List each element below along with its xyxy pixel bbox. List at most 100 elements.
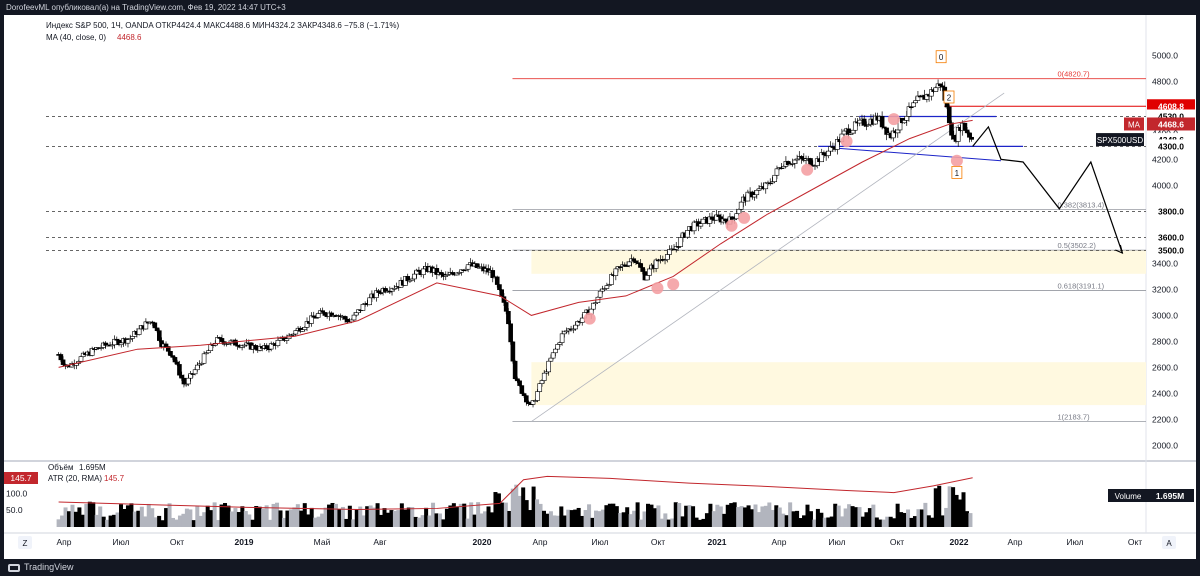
ma-price-tag (1147, 117, 1195, 131)
y-tick-label: 2600.0 (1152, 362, 1178, 372)
y-tick-label: 5000.0 (1152, 50, 1178, 60)
volume-bar (503, 502, 508, 527)
pivot-marker (651, 282, 664, 295)
volume-bar (788, 502, 793, 527)
volume-bar (261, 508, 266, 527)
volume-bar (70, 504, 75, 527)
candle-down (60, 359, 66, 365)
candle-down (264, 345, 270, 350)
ma-line (58, 119, 973, 368)
volume-bar (642, 511, 647, 527)
price-tag (1147, 243, 1195, 257)
ma-badge (1124, 117, 1144, 131)
volume-bar (944, 507, 949, 527)
volume-bar (802, 515, 807, 527)
volume-bar (812, 519, 817, 527)
footer-bar: TradingView (0, 559, 1200, 576)
volume-bar (708, 503, 713, 527)
volume-bar (489, 512, 494, 527)
candle-down (879, 116, 885, 128)
volume-bar (63, 507, 68, 527)
volume-bar (888, 516, 893, 527)
volume-bar (73, 511, 78, 527)
fib-level-label: 0.5(3502.2) (1057, 241, 1096, 250)
volume-bar (854, 507, 859, 527)
y-tick-label: 3000.0 (1152, 310, 1178, 320)
ma-legend-label: MA (40, close, 0) (46, 33, 106, 42)
a-button-label: A (1166, 539, 1172, 548)
ma-legend-value: 4468.6 (117, 33, 142, 42)
z-button[interactable] (18, 536, 32, 549)
candle-down (512, 360, 518, 380)
volume-bar (881, 519, 886, 527)
candle-down (233, 339, 238, 346)
volume-bar (84, 503, 89, 527)
volume-bar (437, 513, 442, 527)
volume-bar (198, 515, 203, 527)
candle-up (734, 213, 739, 220)
volume-bar (465, 518, 470, 527)
volume-bar (684, 505, 689, 527)
volume-bar (933, 488, 938, 527)
candle-up (774, 168, 780, 176)
volume-bar (760, 506, 765, 527)
volume-bar (216, 520, 221, 527)
candle-down (322, 312, 328, 316)
candle-up (906, 106, 912, 117)
volume-bar (275, 502, 280, 527)
x-tick-label: Июл (828, 537, 845, 547)
volume-bar (285, 510, 290, 527)
volume-bar (320, 513, 325, 527)
volume-bar (278, 510, 283, 527)
x-tick-label: 2020 (473, 537, 492, 547)
volume-bar (160, 520, 165, 527)
volume-bar (327, 504, 332, 527)
volume-bar (566, 509, 571, 527)
volume-bar (240, 506, 245, 527)
a-button[interactable] (1162, 536, 1176, 549)
volume-bar (909, 517, 914, 527)
price-tag-text: 4530.0 (1158, 112, 1184, 122)
pivot-marker (583, 312, 596, 325)
candle-up (604, 285, 610, 289)
volume-bar (257, 506, 262, 527)
volume-bar (874, 517, 879, 527)
volume-bar (191, 520, 196, 527)
x-tick-label: Окт (890, 537, 904, 547)
candle-down (174, 361, 180, 365)
candle-up (192, 369, 198, 375)
volume-bar (729, 503, 734, 527)
volume-bar (268, 519, 273, 527)
candle-up (591, 302, 596, 310)
candle-down (179, 374, 184, 379)
candle-down (506, 311, 511, 325)
candle-down (163, 343, 169, 347)
volume-bar (704, 513, 709, 527)
volume-bar (514, 484, 519, 527)
x-tick-label: Окт (170, 537, 184, 547)
volume-bar (677, 503, 682, 527)
volume-bar (361, 515, 366, 527)
candle-down (515, 378, 520, 382)
candle-up (541, 372, 547, 381)
volume-bar (739, 506, 744, 527)
x-tick-label: Июл (591, 537, 608, 547)
tradingview-logo[interactable]: TradingView (8, 559, 74, 576)
volume-bar (281, 517, 286, 527)
volume-bar (847, 504, 852, 527)
volume-bar (639, 519, 644, 527)
candle-up (772, 174, 778, 182)
pivot-marker (887, 113, 900, 126)
volume-bar (136, 510, 141, 527)
volume-bar (614, 506, 619, 527)
volume-badge-label: Volume (1115, 492, 1142, 501)
volume-bar (132, 511, 137, 527)
candle-up (904, 116, 910, 121)
volume-bar (833, 503, 838, 527)
fib-level-label: 1(2183.7) (1057, 413, 1090, 422)
x-tick-label: 2019 (235, 537, 254, 547)
volume-bar (295, 504, 300, 527)
candle-up (698, 223, 704, 227)
price-chart[interactable]: 0(4820.7) 0.382(3813.4) 0.5(3502.2) 0.618(3… (4, 15, 1196, 559)
volume-bar (344, 518, 349, 527)
